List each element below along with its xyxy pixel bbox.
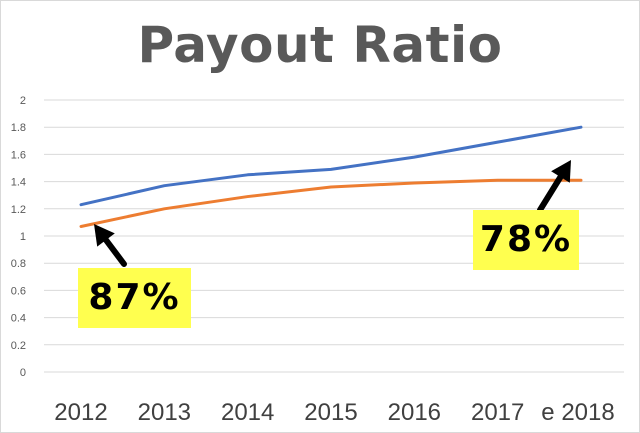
x-tick-label: 2016 [388,399,441,426]
series-lines [79,125,583,228]
y-tick-label: 1.8 [11,122,26,134]
y-tick-label: 0.8 [11,258,26,270]
y-tick-label: 1.4 [11,177,26,189]
y-tick-label: 2 [20,95,26,107]
y-tick-label: 0.6 [11,285,26,297]
x-tick-label: 2014 [221,399,274,426]
annotation-78-percent: 78% [473,210,579,270]
y-axis-ticks: 0 0.2 0.4 0.6 0.8 1 1.2 1.4 1.6 1.8 2 [11,95,26,379]
annotation-arrows [94,160,571,267]
arrow-to-e2018 [537,160,571,213]
x-tick-label: 2013 [138,399,191,426]
x-tick-label: 2017 [471,399,524,426]
y-tick-label: 1 [20,231,26,243]
annotation-87-percent: 87% [78,268,191,328]
y-tick-label: 0 [20,367,26,379]
y-tick-label: 1.6 [11,149,26,161]
series-line-2 [79,178,583,228]
series-line-1 [79,125,583,207]
x-axis-ticks: 2012 2013 2014 2015 2016 2017 e 2018 [54,399,614,426]
arrow-to-2012 [94,224,127,267]
y-tick-label: 0.4 [11,313,26,325]
y-tick-label: 0.2 [11,340,26,352]
x-tick-label: 2015 [304,399,357,426]
x-tick-label: e 2018 [541,399,614,426]
x-tick-label: 2012 [54,399,107,426]
y-tick-label: 1.2 [11,204,26,216]
chart-title: Payout Ratio [137,16,503,74]
